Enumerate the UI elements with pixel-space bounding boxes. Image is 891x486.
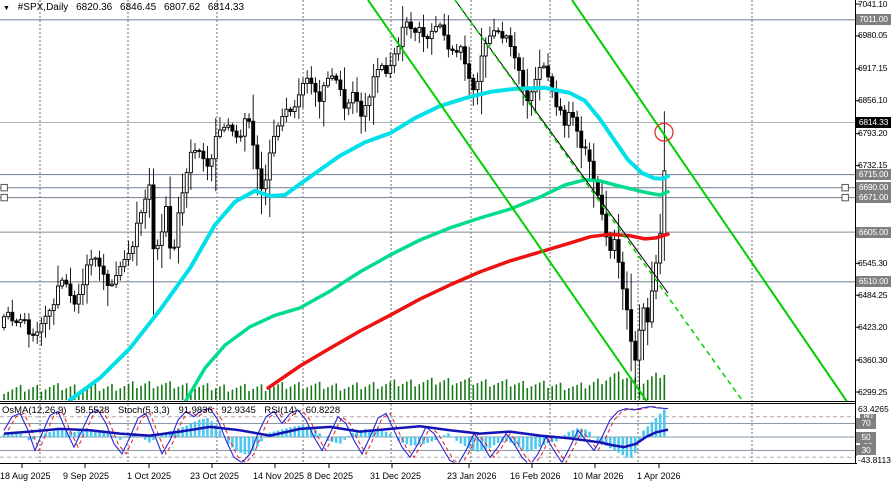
candles-layer [2, 6, 667, 395]
open-value: 6820.36 [76, 2, 113, 13]
indicator-max-label: 63.4265 [857, 404, 890, 414]
price-tick-label: 6423.20 [858, 321, 888, 332]
date-label: 23 Oct 2025 [190, 471, 240, 481]
channel-line-right[interactable] [571, 0, 849, 403]
rsi-line [3, 424, 669, 449]
price-tick-label: 7041.10 [858, 0, 888, 9]
stoch-signal-value: 92.9345 [221, 405, 256, 416]
ellipse-annotation[interactable] [654, 122, 674, 142]
indicator-level-label-70: 70 [856, 418, 876, 429]
date-label: 10 Mar 2026 [573, 471, 624, 481]
indicator-min-label: -43.8113 [857, 455, 891, 465]
price-tick-label: 6360.30 [858, 354, 888, 365]
price-tick-label: 6732.15 [858, 160, 888, 171]
price-level-label-6690.00: 6690.00 [856, 182, 891, 194]
channel-line-left[interactable] [367, 0, 649, 403]
close-value: 6814.33 [207, 2, 245, 13]
line-handle[interactable] [841, 193, 849, 202]
price-tick-label: 6980.05 [858, 30, 888, 41]
symbol-period-label: #SPX,Daily [17, 2, 69, 13]
date-label: 31 Dec 2025 [370, 471, 422, 481]
date-label: 8 Dec 2025 [307, 471, 354, 481]
date-label: 9 Sep 2025 [63, 471, 110, 481]
date-label: 18 Aug 2025 [0, 471, 51, 481]
indicator-level-label-50: 50 [856, 431, 876, 443]
symbol-ohlc-line: ▼ #SPX,Daily 6820.36 6846.45 6807.62 681… [3, 2, 249, 13]
chevron-down-icon[interactable]: ▼ [3, 5, 10, 12]
line-handle[interactable] [841, 183, 849, 192]
stoch-label: Stoch(5,3,3) [118, 405, 170, 416]
high-value: 6846.45 [120, 2, 157, 13]
price-level-label-6715.00: 6715.00 [856, 169, 891, 181]
indicator-title-line: OsMA(12,26,9) 58.5528 Stoch(5,3,3) 91.98… [2, 405, 346, 416]
indicator-panel-area [0, 404, 855, 463]
main-chart-area [0, 0, 855, 403]
line-handle[interactable] [0, 183, 8, 192]
date-label: 1 Oct 2025 [127, 471, 172, 481]
current-price-label: 6814.33 [856, 117, 891, 129]
price-tick-label: 6917.15 [858, 63, 888, 74]
volume-bars [3, 371, 666, 400]
downtrend-line-dashed[interactable] [454, 0, 743, 401]
downtrend-line-black[interactable] [454, 0, 669, 294]
line-handle[interactable] [0, 193, 8, 202]
stoch-main-line [3, 406, 669, 463]
price-tick-label: 6484.25 [858, 289, 888, 300]
osma-label: OsMA(12,26,9) [2, 405, 67, 416]
ma-fast-line[interactable] [68, 85, 670, 402]
price-tick-label: 6545.30 [858, 257, 888, 268]
stoch-signal-line [7, 406, 663, 463]
low-value: 6807.62 [163, 2, 201, 13]
date-label: 14 Nov 2025 [253, 471, 305, 481]
date-label: 23 Jan 2026 [447, 471, 497, 481]
price-tick-label: 6793.20 [858, 128, 888, 139]
price-level-label-6510.00: 6510.00 [856, 276, 891, 288]
ma-mid-line[interactable] [183, 178, 670, 402]
rsi-label: RSI(14) [264, 405, 298, 416]
date-label: 16 Feb 2026 [510, 471, 561, 481]
ma-slow-line[interactable] [266, 232, 670, 390]
indicator-level-label-30: 30 [856, 445, 876, 456]
price-level-label-7011.00: 7011.00 [856, 14, 891, 26]
rsi-value: 60.8228 [305, 405, 341, 416]
osma-value: 58.5528 [75, 405, 110, 416]
date-label: 1 Apr 2026 [637, 471, 681, 481]
price-tick-label: 6299.25 [858, 386, 888, 397]
price-level-label-6671.00: 6671.00 [856, 192, 891, 204]
stoch-main-value: 91.9836 [178, 405, 213, 416]
price-tick-label: 6856.10 [858, 95, 888, 106]
indicator-level-sliver-80: 80 [860, 411, 876, 423]
price-level-label-6605.00: 6605.00 [856, 226, 891, 238]
